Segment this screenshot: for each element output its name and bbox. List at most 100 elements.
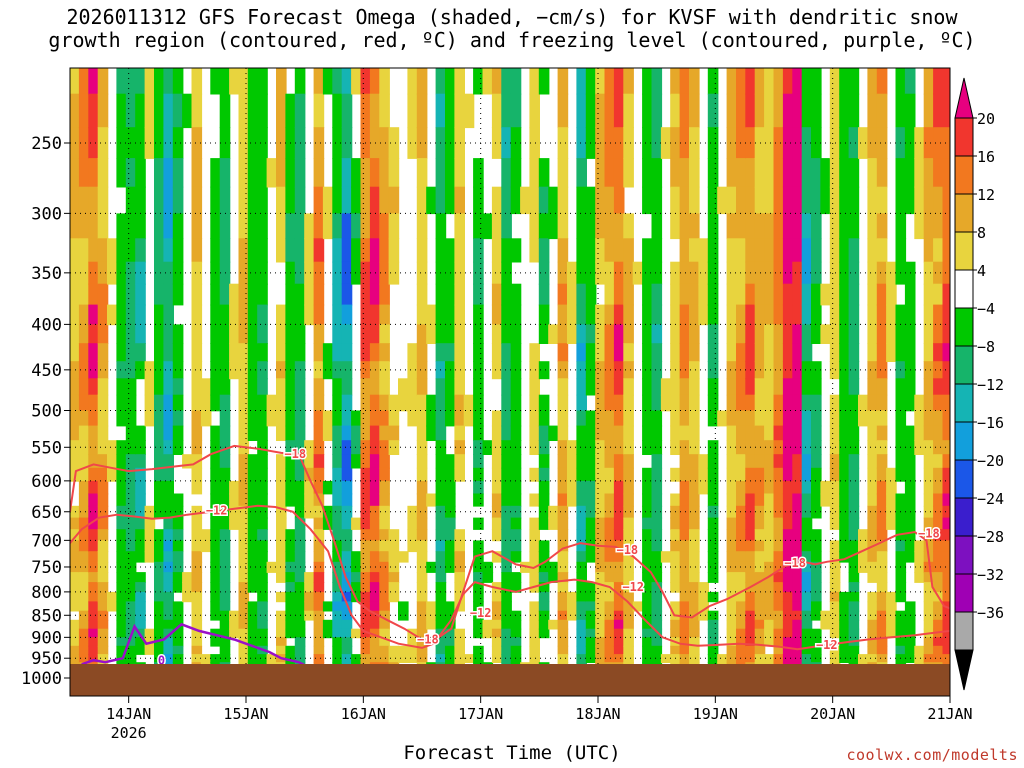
omega-cell (332, 601, 343, 612)
omega-cell (642, 425, 653, 441)
omega-cell (679, 361, 691, 380)
omega-cell (210, 551, 221, 563)
omega-cell (538, 283, 550, 306)
omega-cell (294, 582, 306, 593)
omega-cell (97, 394, 109, 412)
pressure-tick-label: 400 (31, 315, 62, 335)
omega-cell (172, 261, 184, 285)
omega-cell (689, 158, 700, 188)
omega-cell (501, 261, 512, 285)
omega-cell (557, 410, 569, 427)
omega-cell (473, 619, 484, 630)
omega-cell (904, 158, 916, 188)
omega-cell (229, 324, 240, 344)
omega-cell (576, 440, 587, 455)
omega-cell (904, 467, 916, 482)
omega-cell (407, 394, 418, 412)
omega-cell (491, 186, 503, 215)
omega-cell (585, 343, 597, 362)
omega-cell (276, 540, 287, 553)
omega-cell (782, 572, 794, 583)
omega-cell (125, 619, 137, 630)
omega-cell (820, 324, 831, 344)
omega-cell (754, 637, 766, 647)
omega-cell (144, 93, 156, 129)
omega-cell (679, 551, 691, 563)
omega-cell (679, 480, 691, 495)
omega-cell (116, 637, 127, 647)
omega-cell (398, 551, 409, 563)
omega-cell (454, 158, 465, 188)
omega-cell (933, 394, 944, 412)
omega-cell (529, 213, 540, 240)
omega-cell (454, 343, 465, 362)
omega-cell (529, 467, 540, 482)
omega-cell (595, 493, 606, 507)
omega-cell (557, 127, 569, 159)
omega-cell (369, 213, 381, 240)
omega-cell (745, 454, 756, 469)
omega-cell (651, 572, 663, 583)
omega-cell (257, 572, 268, 583)
omega-cell (782, 238, 794, 263)
omega-cell (154, 93, 165, 129)
omega-cell (125, 324, 137, 344)
omega-cell (904, 304, 916, 326)
omega-cell (313, 213, 325, 240)
omega-cell (257, 283, 268, 306)
omega-cell (811, 561, 822, 573)
omega-cell (219, 601, 231, 612)
omega-cell (210, 158, 221, 188)
omega-cell (576, 93, 587, 129)
omega-cell (445, 551, 456, 563)
omega-cell (172, 582, 184, 593)
omega-cell (463, 654, 475, 663)
omega-cell (792, 561, 803, 573)
omega-cell (595, 324, 606, 344)
omega-cell (707, 304, 719, 326)
omega-cell (510, 619, 522, 630)
omega-cell (811, 591, 822, 603)
omega-cell (613, 572, 625, 583)
omega-cell (726, 654, 738, 663)
omega-cell (858, 127, 869, 159)
omega-cell (660, 394, 672, 412)
omega-cell (679, 283, 691, 306)
omega-cell (613, 517, 625, 530)
omega-cell (219, 551, 231, 563)
omega-cell (257, 601, 268, 612)
omega-cell (369, 238, 381, 263)
omega-cell (642, 304, 653, 326)
omega-cell (538, 186, 550, 215)
omega-cell (754, 186, 766, 215)
omega-cell (942, 529, 950, 542)
omega-cell (764, 361, 775, 380)
omega-cell (70, 361, 81, 380)
omega-cell (510, 304, 522, 326)
omega-cell (632, 261, 644, 285)
omega-cell (942, 127, 950, 159)
omega-cell (651, 645, 663, 655)
omega-cell (773, 540, 785, 553)
omega-cell (764, 582, 775, 593)
omega-cell (595, 454, 606, 469)
omega-cell (341, 324, 353, 344)
omega-cell (679, 158, 691, 188)
omega-cell (97, 158, 109, 188)
omega-cell (473, 480, 484, 495)
omega-cell (679, 505, 691, 519)
omega-cell (501, 540, 512, 553)
omega-cell (895, 645, 907, 655)
omega-cell (78, 213, 90, 240)
omega-cell (304, 454, 315, 469)
omega-cell (369, 93, 381, 129)
omega-cell (191, 238, 203, 263)
omega-cell (942, 551, 950, 563)
omega-cell (689, 540, 700, 553)
omega-cell (257, 213, 268, 240)
omega-cell (341, 261, 353, 285)
omega-cell (557, 529, 569, 542)
omega-cell (125, 238, 137, 263)
omega-cell (369, 158, 381, 188)
omega-cell (679, 127, 691, 159)
